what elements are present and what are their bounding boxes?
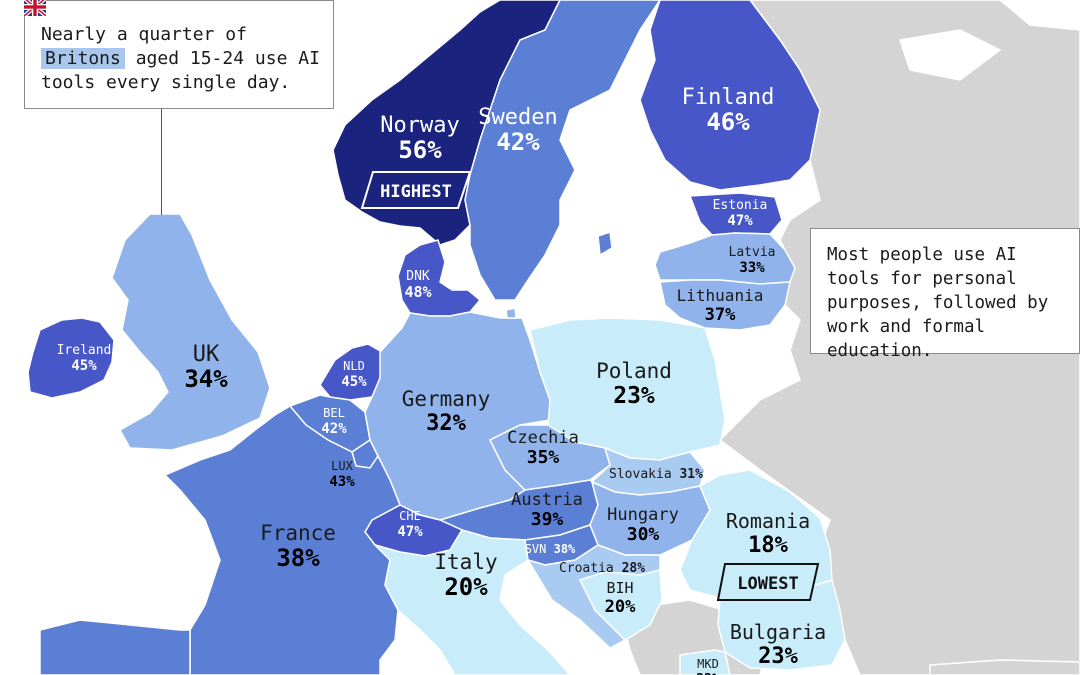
country-lithuania: [659, 279, 791, 331]
country-labels: Norway56%Sweden42%Finland46%Estonia47%La…: [57, 85, 827, 675]
label-name-bulgaria: Bulgaria: [730, 620, 826, 644]
label-name-poland: Poland: [596, 359, 672, 383]
label-name-croatia: Croatia: [559, 561, 622, 576]
label-name-switzerland: CHE: [399, 509, 421, 523]
island-gotland: [597, 230, 613, 257]
label-value-estonia: 47%: [727, 213, 753, 229]
lowest-badge: LOWEST: [716, 563, 820, 601]
label-name-belgium: BEL: [323, 406, 345, 420]
label-name-czechia: Czechia: [507, 428, 579, 448]
purposes-callout-text: Most people use AI tools for personal pu…: [827, 245, 1049, 361]
label-value-bih: 20%: [605, 597, 636, 617]
label-name-bih: BIH: [606, 579, 633, 597]
country-bih: [578, 569, 663, 641]
label-name-sweden: Sweden: [478, 105, 557, 130]
label-value-slovenia: 38%: [554, 542, 576, 556]
label-value-luxembourg: 43%: [329, 474, 355, 490]
uk-flag-icon: [24, 0, 46, 16]
label-slovenia: SVN 38%: [525, 542, 576, 556]
highest-badge-label: HIGHEST: [380, 182, 452, 202]
label-name-ireland: Ireland: [57, 343, 112, 358]
label-name-italy: Italy: [434, 550, 497, 574]
label-name-estonia: Estonia: [713, 198, 768, 213]
lowest-badge-label: LOWEST: [737, 574, 798, 594]
label-value-poland: 23%: [613, 383, 655, 409]
label-value-austria: 39%: [531, 509, 564, 530]
country-finland: [639, 0, 821, 191]
label-name-germany: Germany: [402, 387, 491, 411]
label-name-norway: Norway: [380, 113, 459, 138]
uk-callout-text-start: Nearly a quarter of: [41, 24, 247, 45]
uk-callout-text: Nearly a quarter of Britons aged 15-24 u…: [41, 23, 331, 95]
label-value-france: 38%: [276, 544, 320, 572]
country-macedonia: [679, 649, 731, 675]
label-value-sweden: 42%: [496, 128, 540, 156]
label-value-hungary: 30%: [627, 524, 660, 545]
label-value-bulgaria: 23%: [758, 644, 798, 669]
label-value-finland: 46%: [706, 108, 750, 136]
country-latvia: [654, 232, 796, 285]
label-value-switzerland: 47%: [397, 524, 423, 540]
label-value-czechia: 35%: [527, 447, 560, 468]
label-name-austria: Austria: [511, 490, 583, 510]
label-value-denmark: 48%: [404, 283, 431, 301]
label-name-denmark: DNK: [406, 269, 430, 284]
uk-callout-highlight: Britons: [41, 48, 125, 69]
label-name-lithuania: Lithuania: [677, 286, 764, 305]
label-slovakia: Slovakia 31%: [609, 467, 703, 482]
label-name-uk: UK: [193, 342, 220, 367]
label-value-italy: 20%: [444, 573, 488, 601]
country-uk: [111, 213, 271, 451]
uk-callout: Nearly a quarter of Britons aged 15-24 u…: [24, 0, 334, 109]
label-name-france: France: [260, 521, 336, 545]
label-name-slovenia: SVN: [525, 542, 554, 556]
country-denmark: [397, 239, 482, 317]
label-value-croatia: 28%: [622, 561, 646, 576]
label-value-lithuania: 37%: [705, 305, 736, 325]
label-value-belgium: 42%: [321, 421, 347, 437]
label-value-macedonia: 22%: [696, 672, 720, 675]
label-value-netherlands: 45%: [341, 374, 367, 390]
label-name-slovakia: Slovakia: [609, 467, 679, 482]
label-croatia: Croatia 28%: [559, 561, 645, 576]
label-name-romania: Romania: [726, 509, 810, 533]
purposes-callout: Most people use AI tools for personal pu…: [810, 228, 1080, 361]
label-name-luxembourg: LUX: [331, 459, 353, 473]
label-value-norway: 56%: [398, 136, 442, 164]
island-bornholm: [505, 307, 517, 319]
label-value-ireland: 45%: [71, 358, 97, 374]
label-value-uk: 34%: [184, 365, 228, 393]
country-sweden: [464, 0, 661, 301]
country-spain-fragment: [39, 619, 191, 675]
uk-callout-pointer: [161, 107, 162, 215]
country-france: [163, 405, 401, 675]
label-name-latvia: Latvia: [729, 245, 776, 260]
country-italy: [372, 529, 571, 675]
label-value-romania: 18%: [748, 533, 788, 558]
label-name-macedonia: MKD: [697, 657, 719, 671]
uk-callout-text-end: aged 15-24 use AI tools every single day…: [41, 48, 320, 93]
highest-badge: HIGHEST: [360, 171, 472, 209]
label-name-finland: Finland: [682, 85, 775, 110]
label-name-netherlands: NLD: [343, 359, 365, 373]
label-name-hungary: Hungary: [607, 505, 679, 525]
label-value-slovakia: 31%: [679, 467, 703, 482]
country-ireland: [27, 317, 115, 399]
label-value-germany: 32%: [426, 411, 466, 436]
label-value-latvia: 33%: [739, 260, 765, 276]
